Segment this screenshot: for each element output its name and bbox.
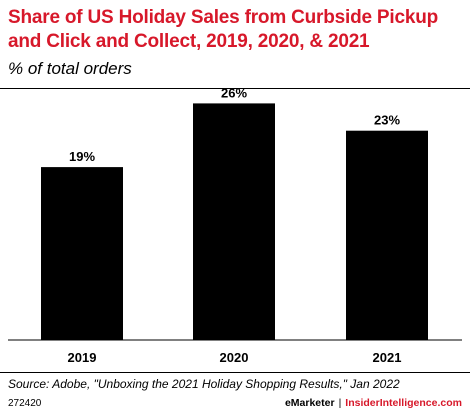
- data-label-2019: 19%: [69, 149, 95, 164]
- bottom-divider: [0, 372, 470, 373]
- data-label-2020: 26%: [221, 85, 247, 100]
- tick-label-2021: 2021: [373, 350, 402, 365]
- bar-2021: [346, 130, 428, 340]
- footer-brand: eMarketer | InsiderIntelligence.com: [285, 396, 462, 410]
- chart-subtitle: % of total orders: [8, 59, 132, 78]
- x-axis-tick-labels: 2019 2020 2021: [68, 350, 402, 365]
- data-label-2021: 23%: [374, 113, 400, 128]
- brand-separator: |: [338, 397, 342, 409]
- tick-label-2019: 2019: [68, 350, 97, 365]
- chart-title: Share of US Holiday Sales from Curbside …: [8, 7, 439, 52]
- tick-label-2020: 2020: [220, 350, 249, 365]
- brand-insider-intelligence: InsiderIntelligence.com: [345, 397, 462, 409]
- bar-2019: [41, 167, 123, 340]
- bar-2020: [193, 103, 275, 341]
- brand-emarketer: eMarketer: [284, 397, 335, 409]
- top-divider: [0, 88, 470, 89]
- source-note: Source: Adobe, "Unboxing the 2021 Holida…: [8, 377, 400, 391]
- data-labels-group: 19% 26% 23%: [69, 85, 400, 164]
- bars-group: [41, 103, 428, 341]
- chart-id: 272420: [8, 398, 42, 409]
